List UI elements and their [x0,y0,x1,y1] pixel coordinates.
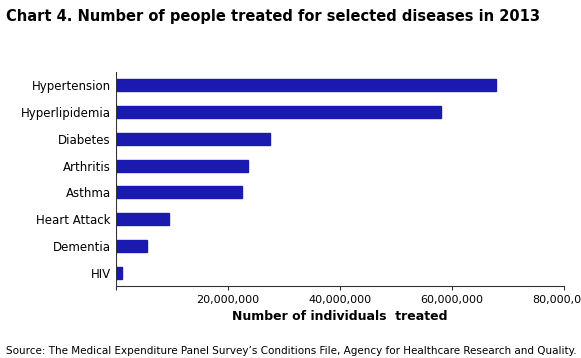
Bar [116,240,147,252]
Bar [116,187,242,198]
Bar [116,160,248,171]
Bar [116,133,270,145]
Bar [116,213,169,225]
Bar [116,79,496,91]
Bar [116,267,122,279]
X-axis label: Number of individuals  treated: Number of individuals treated [232,310,447,323]
Text: Source: The Medical Expenditure Panel Survey’s Conditions File, Agency for Healt: Source: The Medical Expenditure Panel Su… [6,346,576,356]
Text: Chart 4. Number of people treated for selected diseases in 2013: Chart 4. Number of people treated for se… [6,9,540,24]
Bar [116,106,440,118]
